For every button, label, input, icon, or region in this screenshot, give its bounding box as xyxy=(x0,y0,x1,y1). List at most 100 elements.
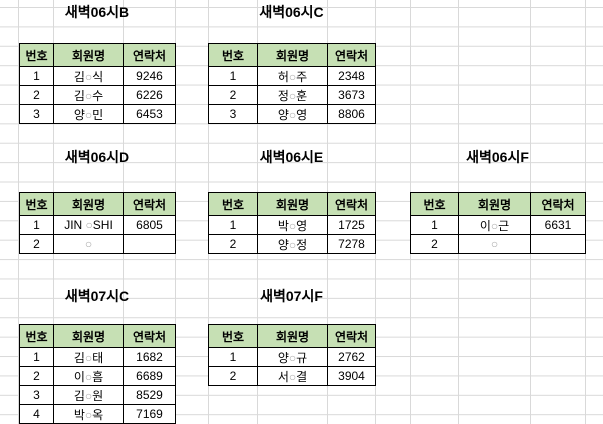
number-cell[interactable]: 2 xyxy=(19,85,54,105)
column-header[interactable]: 번호 xyxy=(19,43,54,67)
member-name-cell[interactable]: 김○수 xyxy=(53,85,124,105)
contact-cell[interactable]: 1682 xyxy=(123,347,176,367)
table-title-dawn06D[interactable]: 새벽06시D xyxy=(64,149,130,165)
column-header[interactable]: 회원명 xyxy=(257,192,328,216)
table-title-dawn06E[interactable]: 새벽06시E xyxy=(259,149,324,165)
contact-cell[interactable]: 2348 xyxy=(327,66,376,86)
number-cell[interactable]: 1 xyxy=(208,347,258,367)
contact-cell[interactable]: 6226 xyxy=(123,85,176,105)
table-row: 2 이○흠 6689 xyxy=(19,366,176,386)
column-header[interactable]: 번호 xyxy=(208,192,258,216)
member-table-dawn06E: 번호 회원명 연락처 1 박○영 1725 2 양○정 7278 xyxy=(208,192,376,254)
table-row: 3 김○원 8529 xyxy=(19,385,176,405)
column-header[interactable]: 연락처 xyxy=(327,192,376,216)
number-cell[interactable]: 1 xyxy=(19,215,54,235)
masked-char: ○ xyxy=(84,88,93,103)
member-name-cell[interactable]: JIN ○SHI xyxy=(53,215,124,235)
contact-cell[interactable]: 9246 xyxy=(123,66,176,86)
number-cell[interactable]: 3 xyxy=(19,385,54,405)
table-row: 2 양○정 7278 xyxy=(208,234,376,254)
contact-cell[interactable]: 1725 xyxy=(327,215,376,235)
masked-char: ○ xyxy=(84,107,93,122)
contact-cell[interactable]: 3904 xyxy=(327,366,376,386)
number-cell[interactable]: 1 xyxy=(19,66,54,86)
column-header[interactable]: 번호 xyxy=(208,324,258,348)
number-cell[interactable]: 2 xyxy=(19,366,54,386)
column-header[interactable]: 연락처 xyxy=(123,324,176,348)
header-row: 번호 회원명 연락처 xyxy=(208,192,376,216)
masked-char: ○ xyxy=(85,218,93,232)
number-cell[interactable]: 2 xyxy=(208,85,258,105)
number-cell[interactable]: 2 xyxy=(208,234,258,254)
member-name-cell[interactable]: ○ xyxy=(53,234,124,254)
member-name-cell[interactable]: 양○영 xyxy=(257,104,328,124)
member-name-cell[interactable]: 양○규 xyxy=(257,347,328,367)
contact-cell[interactable]: 6453 xyxy=(123,104,176,124)
number-cell[interactable]: 1 xyxy=(410,215,459,235)
table-row: 1 박○영 1725 xyxy=(208,215,376,235)
member-name-cell[interactable]: 양○정 xyxy=(257,234,328,254)
number-cell[interactable]: 3 xyxy=(208,104,258,124)
column-header[interactable]: 회원명 xyxy=(257,43,328,67)
number-cell[interactable]: 3 xyxy=(19,104,54,124)
column-header[interactable]: 회원명 xyxy=(53,43,124,67)
column-header[interactable]: 회원명 xyxy=(458,192,531,216)
column-header[interactable]: 회원명 xyxy=(53,192,124,216)
number-cell[interactable]: 1 xyxy=(208,215,258,235)
number-cell[interactable]: 2 xyxy=(19,234,54,254)
contact-cell[interactable]: 6805 xyxy=(123,215,176,235)
contact-cell[interactable]: 8806 xyxy=(327,104,376,124)
number-cell[interactable]: 4 xyxy=(19,404,54,424)
member-name-cell[interactable]: ○ xyxy=(458,234,531,254)
column-header[interactable]: 번호 xyxy=(19,192,54,216)
contact-cell[interactable]: 3673 xyxy=(327,85,376,105)
contact-cell[interactable]: 2762 xyxy=(327,347,376,367)
column-header[interactable]: 연락처 xyxy=(123,43,176,67)
number-cell[interactable]: 1 xyxy=(208,66,258,86)
column-header[interactable]: 연락처 xyxy=(530,192,586,216)
member-name-cell[interactable]: 양○민 xyxy=(53,104,124,124)
table-title-dawn06F[interactable]: 새벽06시F xyxy=(466,149,529,165)
member-name-cell[interactable]: 이○근 xyxy=(458,215,531,235)
table-row: 1 양○규 2762 xyxy=(208,347,376,367)
member-name-cell[interactable]: 서○결 xyxy=(257,366,328,386)
masked-char: ○ xyxy=(84,407,93,422)
contact-cell[interactable] xyxy=(530,234,586,254)
contact-cell[interactable]: 6631 xyxy=(530,215,586,235)
column-header[interactable]: 연락처 xyxy=(327,43,376,67)
member-name-cell[interactable]: 정○훈 xyxy=(257,85,328,105)
column-header[interactable]: 번호 xyxy=(410,192,459,216)
header-row: 번호 회원명 연락처 xyxy=(208,43,376,67)
header-row: 번호 회원명 연락처 xyxy=(19,192,176,216)
number-cell[interactable]: 1 xyxy=(19,347,54,367)
table-title-dawn06B[interactable]: 새벽06시B xyxy=(64,4,130,20)
table-title-dawn07C[interactable]: 새벽07시C xyxy=(64,288,130,304)
column-header[interactable]: 번호 xyxy=(208,43,258,67)
member-name-cell[interactable]: 김○식 xyxy=(53,66,124,86)
member-name-cell[interactable]: 김○원 xyxy=(53,385,124,405)
member-table-dawn07F: 번호 회원명 연락처 1 양○규 2762 2 서○결 3904 xyxy=(208,324,376,386)
member-name-cell[interactable]: 이○흠 xyxy=(53,366,124,386)
table-row: 3 양○민 6453 xyxy=(19,104,176,124)
member-name-cell[interactable]: 박○옥 xyxy=(53,404,124,424)
contact-cell[interactable]: 7278 xyxy=(327,234,376,254)
column-header[interactable]: 회원명 xyxy=(257,324,328,348)
table-title-dawn06C[interactable]: 새벽06시C xyxy=(259,4,324,20)
column-header[interactable]: 연락처 xyxy=(123,192,176,216)
column-header[interactable]: 회원명 xyxy=(53,324,124,348)
number-cell[interactable]: 2 xyxy=(208,366,258,386)
contact-cell[interactable] xyxy=(123,234,176,254)
column-header[interactable]: 번호 xyxy=(19,324,54,348)
number-cell[interactable]: 2 xyxy=(410,234,459,254)
contact-cell[interactable]: 6689 xyxy=(123,366,176,386)
member-table-dawn06C: 번호 회원명 연락처 1 허○주 2348 2 정○훈 3673 3 양○영 8806 xyxy=(208,43,376,124)
table-row: 1 JIN ○SHI 6805 xyxy=(19,215,176,235)
member-name-cell[interactable]: 박○영 xyxy=(257,215,328,235)
contact-cell[interactable]: 8529 xyxy=(123,385,176,405)
member-name-cell[interactable]: 허○주 xyxy=(257,66,328,86)
contact-cell[interactable]: 7169 xyxy=(123,404,176,424)
column-header[interactable]: 연락처 xyxy=(327,324,376,348)
member-name-cell[interactable]: 김○태 xyxy=(53,347,124,367)
table-title-dawn07F[interactable]: 새벽07시F xyxy=(260,288,323,304)
